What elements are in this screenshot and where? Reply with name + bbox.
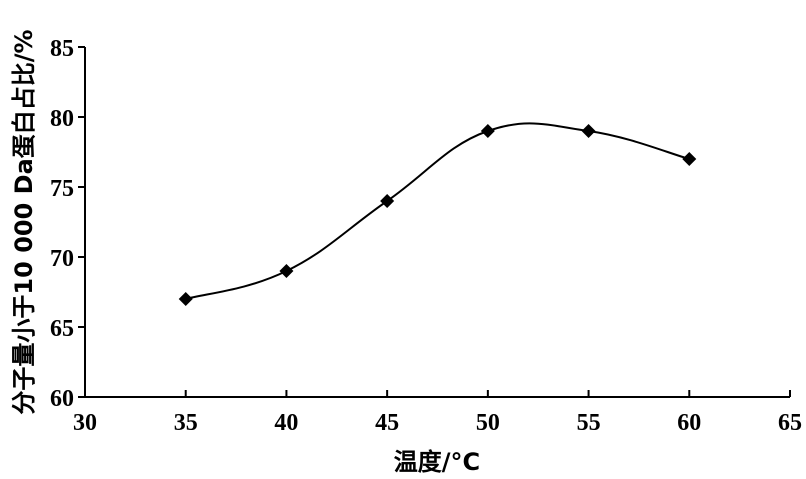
x-tick-label: 30 bbox=[73, 410, 97, 436]
data-point-marker bbox=[480, 124, 495, 138]
x-axis-title: 温度/°C bbox=[394, 448, 480, 476]
x-tick-label: 55 bbox=[577, 410, 601, 436]
x-tick-label: 60 bbox=[677, 410, 701, 436]
y-tick-label: 75 bbox=[50, 176, 74, 202]
data-point-marker bbox=[380, 194, 395, 208]
data-point-marker bbox=[581, 124, 596, 138]
y-axis-ticks: 60 65 70 75 80 85 bbox=[50, 36, 85, 412]
data-point-marker bbox=[178, 292, 193, 306]
x-tick-label: 65 bbox=[778, 410, 802, 436]
x-tick-label: 45 bbox=[375, 410, 399, 436]
x-axis-ticks: 30 35 40 45 50 55 60 65 bbox=[73, 390, 802, 436]
series-markers bbox=[178, 124, 697, 306]
y-tick-label: 85 bbox=[50, 36, 74, 62]
y-tick-label: 65 bbox=[50, 316, 74, 342]
data-point-marker bbox=[279, 264, 294, 278]
x-tick-label: 35 bbox=[174, 410, 198, 436]
data-point-marker bbox=[682, 152, 697, 166]
y-tick-label: 70 bbox=[50, 246, 74, 272]
x-tick-label: 40 bbox=[274, 410, 298, 436]
x-tick-label: 50 bbox=[476, 410, 500, 436]
y-tick-label: 60 bbox=[50, 386, 74, 412]
plot-area: 30 35 40 45 50 55 60 65 60 65 70 75 80 85 bbox=[50, 36, 802, 436]
series-line bbox=[185, 122, 690, 300]
y-axis-title: 分子量小于10 000 Da蛋白占比/% bbox=[10, 29, 38, 414]
y-tick-label: 80 bbox=[50, 106, 74, 132]
